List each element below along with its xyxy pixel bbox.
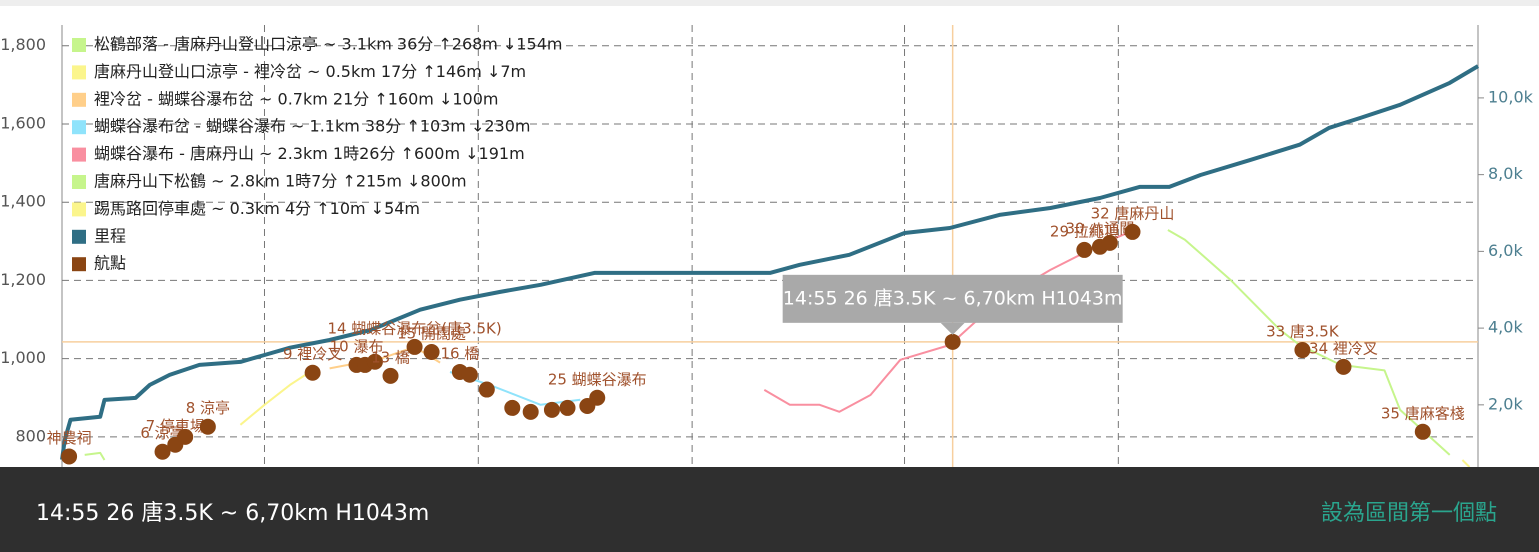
y2-tick-label: 8,0k (1488, 164, 1523, 183)
waypoint (1414, 423, 1431, 440)
elevation-line (84, 451, 106, 461)
waypoint (199, 418, 216, 435)
waypoint (406, 338, 423, 355)
waypoint (944, 333, 961, 350)
distance-line (60, 64, 1480, 460)
top-shadow (0, 0, 1539, 6)
waypoint (1124, 223, 1141, 240)
waypoint (1101, 234, 1118, 251)
legend: 松鶴部落 - 唐麻丹山登山口涼亭 ~ 3.1km 36分 ↑268m ↓154m… (72, 35, 563, 273)
legend-swatch (72, 38, 86, 52)
y-tick-label: 800 (15, 426, 46, 445)
waypoint-label: 14 蝴蝶谷瀑布岔(唐3.5K) (327, 319, 501, 337)
waypoint-label: 25 蝴蝶谷瀑布 (548, 370, 647, 388)
legend-label: 里程 (94, 226, 126, 245)
legend-label: 蝴蝶谷瀑布岔 - 蝴蝶谷瀑布 ~ 1.1km 38分 ↑103m ↓230m (94, 117, 531, 136)
waypoint (559, 399, 576, 416)
waypoint (423, 344, 440, 361)
waypoint-label: 30 八通關 (1065, 219, 1134, 237)
elevation-line (239, 371, 311, 426)
tooltip-arrow (940, 322, 965, 335)
tooltip-box (782, 274, 1123, 323)
waypoint (61, 448, 78, 465)
waypoint (1076, 241, 1093, 258)
waypoint-label: 7 停車場 (146, 417, 205, 435)
y-tick-label: 1,200 (0, 270, 46, 289)
legend-label: 蝴蝶谷瀑布 - 唐麻丹山 ~ 2.3km 1時26分 ↑600m ↓191m (94, 144, 525, 163)
legend-swatch (72, 229, 86, 244)
waypoint (478, 381, 495, 398)
waypoint (522, 403, 539, 420)
legend-swatch (72, 175, 86, 189)
elevation-line (763, 230, 1131, 413)
waypoint-label: 35 唐麻客棧 (1381, 404, 1465, 422)
waypoint (461, 366, 478, 383)
waypoint-label: 33 唐3.5K (1266, 323, 1340, 341)
set-range-start-button[interactable]: 設為區間第一個點 (1320, 501, 1497, 526)
waypoint (1335, 358, 1352, 375)
waypoint (1294, 342, 1311, 359)
legend-label: 航點 (94, 254, 126, 273)
legend-swatch (72, 202, 86, 217)
y2-tick-label: 4,0k (1488, 318, 1523, 337)
legend-swatch (72, 120, 86, 135)
legend-swatch (72, 92, 86, 107)
legend-swatch (72, 257, 86, 272)
waypoint (543, 401, 560, 418)
waypoint (589, 389, 606, 406)
waypoint (154, 443, 171, 460)
selected-point-info: 14:55 26 唐3.5K ~ 6,70km H1043m (36, 501, 430, 526)
bottom-bar: 14:55 26 唐3.5K ~ 6,70km H1043m 設為區間第一個點 (0, 467, 1539, 552)
elevation-line (1461, 459, 1471, 468)
waypoint-label: 32 唐麻丹山 (1091, 204, 1175, 222)
waypoint-label: 16 橋 (440, 344, 479, 362)
y-tick-label: 1,600 (0, 113, 46, 132)
waypoint-label: 13 橋 (371, 348, 410, 366)
legend-swatch (72, 65, 86, 80)
y2-tick-label: 6,0k (1488, 241, 1523, 260)
waypoint (304, 364, 321, 381)
waypoint-label: 神農祠 (47, 429, 92, 447)
y2-tick-label: 10,0k (1488, 87, 1534, 106)
legend-label: 唐麻丹山登山口涼亭 - 裡冷岔 ~ 0.5km 17分 ↑146m ↓7m (94, 62, 526, 81)
waypoint (177, 428, 194, 445)
y2-tick-label: 2,0k (1488, 394, 1523, 413)
waypoint (382, 367, 399, 384)
legend-label: 松鶴部落 - 唐麻丹山登山口涼亭 ~ 3.1km 36分 ↑268m ↓154m (94, 35, 563, 54)
waypoint-label: 34 裡冷叉 (1309, 339, 1378, 357)
tooltip-text: 14:55 26 唐3.5K ~ 6,70km H1043m (783, 287, 1123, 309)
legend-label: 裡冷岔 - 蝴蝶谷瀑布岔 ~ 0.7km 21分 ↑160m ↓100m (94, 89, 499, 108)
legend-swatch (72, 147, 86, 162)
waypoint (366, 353, 383, 370)
waypoint-label: 15 開闊處 (397, 325, 466, 343)
legend-label: 踢馬路回停車處 ~ 0.3km 4分 ↑10m ↓54m (94, 199, 420, 218)
waypoint-label: 10 瀑布 (330, 337, 384, 355)
legend-label: 唐麻丹山下松鶴 ~ 2.8km 1時7分 ↑215m ↓800m (94, 172, 467, 191)
y-tick-label: 1,800 (0, 35, 46, 54)
y-tick-label: 1,400 (0, 192, 46, 211)
waypoint (504, 399, 521, 416)
y-tick-label: 1,000 (0, 348, 46, 367)
waypoint-label: 9 裡冷叉 (283, 345, 342, 363)
tooltip: 14:55 26 唐3.5K ~ 6,70km H1043m (782, 274, 1123, 335)
waypoint-label: 29 拉繩頂 (1050, 222, 1119, 240)
waypoint-label: 8 涼亭 (186, 399, 230, 417)
